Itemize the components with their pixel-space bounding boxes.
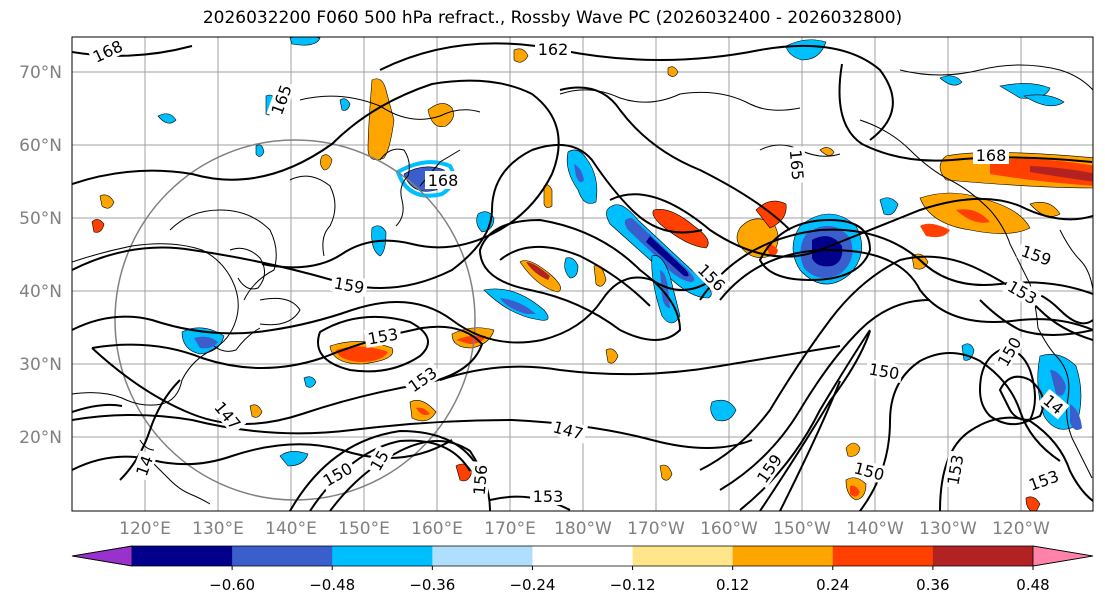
colorbar-tick-label: −0.48 <box>309 576 355 594</box>
colorbar-tick-label: −0.36 <box>409 576 455 594</box>
shaded-anomalies <box>91 37 1093 511</box>
contour-label: 168 <box>425 171 461 190</box>
colorbar-segment <box>232 546 333 566</box>
svg-text:156: 156 <box>470 464 492 496</box>
colorbar-tick-label: −0.12 <box>610 576 656 594</box>
contour-label: 150 <box>864 359 904 384</box>
contour-label: 156 <box>469 461 491 499</box>
coastlines <box>72 64 1093 505</box>
lat-label: 30°N <box>19 355 62 375</box>
lon-label: 180°W <box>554 519 612 539</box>
svg-text:168: 168 <box>428 171 459 190</box>
lon-label: 170°E <box>484 519 536 539</box>
lat-label: 20°N <box>19 428 62 448</box>
map-border <box>71 36 1094 512</box>
colorbar-segment <box>132 546 233 566</box>
colorbar-extend-high <box>1032 545 1094 567</box>
map-title: 2026032200 F060 500 hPa refract., Rossby… <box>202 8 903 28</box>
svg-text:165: 165 <box>786 149 808 181</box>
lon-label: 150°W <box>773 519 831 539</box>
svg-text:153: 153 <box>533 487 564 506</box>
lon-label: 160°E <box>411 519 463 539</box>
contour-label: 168 <box>973 146 1009 165</box>
lat-label: 50°N <box>19 209 62 229</box>
lat-label: 40°N <box>19 282 62 302</box>
colorbar-segment <box>732 546 834 566</box>
lon-label: 130°W <box>919 519 977 539</box>
colorbar-tick-label: 0.12 <box>716 576 749 594</box>
colorbar-tick-label: −0.24 <box>509 576 555 594</box>
contour-label: 153 <box>402 361 443 397</box>
lon-label: 120°W <box>992 519 1050 539</box>
contour-label: 147 <box>548 416 588 444</box>
colorbar-segment <box>932 546 1034 566</box>
lon-label: 160°W <box>700 519 758 539</box>
colorbar-tick-label: 0.36 <box>916 576 949 594</box>
colorbar-segment <box>532 546 634 566</box>
colorbar-segment <box>632 546 734 566</box>
lat-label: 70°N <box>19 63 62 83</box>
colorbar-segment <box>432 546 533 566</box>
colorbar-segment <box>332 546 433 566</box>
lon-label: 140°E <box>265 519 317 539</box>
colorbar-tick-label: 0.24 <box>816 576 849 594</box>
lon-label: 140°W <box>846 519 904 539</box>
latitude-labels: 70°N 60°N 50°N 40°N 30°N 20°N <box>19 63 62 448</box>
projection-circle <box>114 139 476 501</box>
contour-label: 162 <box>535 40 571 59</box>
contour-label: 165 <box>786 146 808 184</box>
colorbar-tick-label: −0.60 <box>209 576 255 594</box>
colorbar-extend-low <box>71 545 133 567</box>
colorbar-tick-label: 0.48 <box>1016 576 1049 594</box>
lon-label: 170°W <box>627 519 685 539</box>
lon-label: 130°E <box>192 519 244 539</box>
lon-label: 150°E <box>338 519 390 539</box>
svg-text:162: 162 <box>538 40 569 59</box>
longitude-labels: 120°E 130°E 140°E 150°E 160°E 170°E 180°W 170°W… <box>119 519 1050 539</box>
lon-label: 120°E <box>119 519 171 539</box>
colorbar: −0.60 −0.48 −0.36 −0.24 −0.12 0.12 0.24 0.36 0.4… <box>71 545 1094 594</box>
svg-text:168: 168 <box>976 146 1007 165</box>
colorbar-segment <box>832 546 934 566</box>
contour-label: 153 <box>530 487 566 506</box>
lat-label: 60°N <box>19 136 62 156</box>
